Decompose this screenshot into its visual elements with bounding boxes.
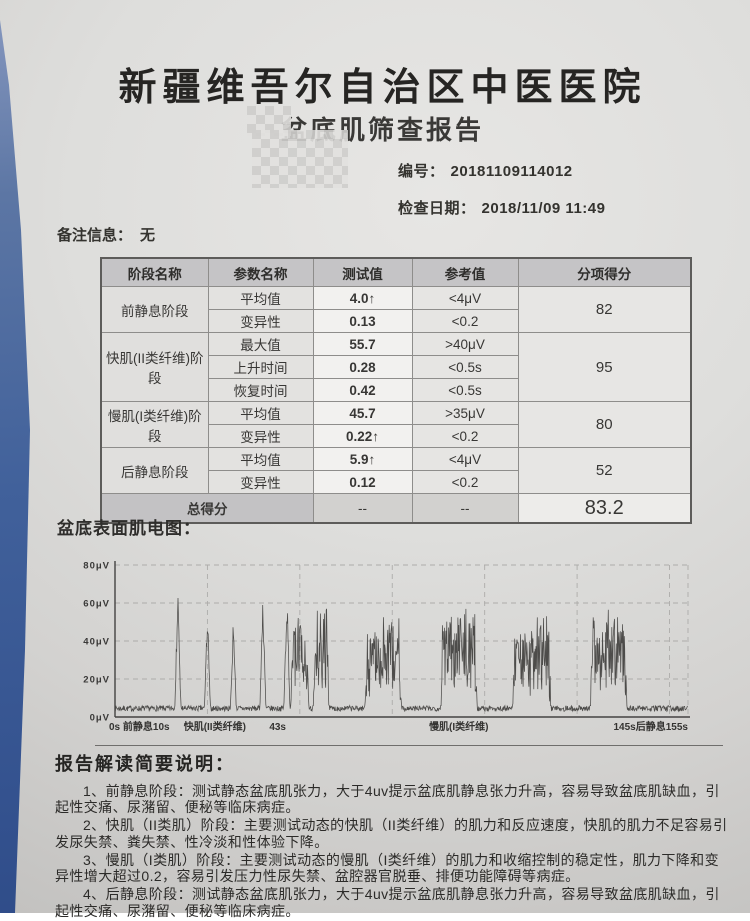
- y-tick-label: 40μV: [83, 637, 110, 648]
- param-name-cell: 平均值: [207, 401, 314, 425]
- table-header: 阶段名称 参数名称 测试值 参考值 分项得分: [100, 257, 692, 287]
- test-value-cell: 5.9↑: [312, 447, 413, 471]
- x-axis-label: 145s后静息155s: [614, 720, 689, 733]
- table-row: 变异性 0.12 <0.2: [101, 470, 691, 494]
- emg-waveform: [114, 597, 688, 713]
- table-header-cell: 测试值: [312, 257, 413, 287]
- notes-heading: 报告解读简要说明：: [55, 754, 235, 774]
- table-total-row: 总得分 -- -- 83.2: [100, 493, 692, 524]
- param-name-cell: 最大值: [207, 332, 314, 356]
- section-divider: [95, 745, 723, 746]
- report-number-line: 编号： 20181109114012: [398, 160, 573, 181]
- table-header-cell: 参数名称: [207, 257, 314, 287]
- stage-name-cell: 前静息阶段: [100, 286, 209, 333]
- table-header-cell: 阶段名称: [100, 257, 209, 287]
- table-header-cell: 分项得分: [517, 257, 692, 287]
- total-score-label: 总得分: [100, 493, 314, 524]
- x-axis-label: 0s 前静息10s: [109, 720, 170, 733]
- table-body: 前静息阶段 平均值 4.0↑ <4μV 82 变异性 0.13 <0.2 快肌(II类纤维)阶段…: [100, 286, 692, 524]
- exam-date-value: 2018/11/09 11:49: [481, 200, 606, 217]
- table-row: 慢肌(I类纤维)阶段 平均值 45.7 >35μV 80: [100, 401, 692, 448]
- param-name-cell: 变异性: [207, 424, 314, 448]
- table-row: 变异性 0.22↑ <0.2: [101, 424, 691, 448]
- y-tick-label: 60μV: [83, 599, 110, 610]
- reference-value-cell: >35μV: [411, 401, 519, 425]
- test-value-cell: 0.22↑: [312, 424, 413, 448]
- x-axis-label: 快肌(II类纤维): [183, 720, 246, 733]
- reference-value-cell: <4μV: [411, 447, 519, 471]
- y-tick-label: 20μV: [83, 675, 110, 686]
- test-value-cell: 0.12: [312, 470, 413, 494]
- table-header-cell: 参考值: [411, 257, 519, 287]
- remark-label: 备注信息：: [57, 227, 133, 244]
- emg-section-label: 盆底表面肌电图：: [57, 519, 201, 538]
- table-row: 后静息阶段 平均值 5.9↑ <4μV 52: [100, 447, 692, 494]
- reference-value-cell: <0.5s: [411, 355, 519, 379]
- notes-section: 报告解读简要说明： 1、前静息阶段：测试静态盆底肌张力，大于4uv提示盆底肌静息…: [55, 750, 728, 921]
- test-value-cell: 0.42: [312, 378, 413, 402]
- param-name-cell: 上升时间: [207, 355, 314, 379]
- remark-line: 备注信息： 无: [57, 224, 155, 245]
- notes-list: 1、前静息阶段：测试静态盆底肌张力，大于4uv提示盆底肌静息张力升高，容易导致盆…: [55, 783, 728, 919]
- total-ref-cell: --: [411, 493, 519, 524]
- stage-score-cell: 80: [517, 401, 692, 448]
- table-row: 恢复时间 0.42 <0.5s: [101, 378, 691, 402]
- hospital-name: 新疆维吾尔自治区中医医院: [118, 67, 647, 109]
- total-test-cell: --: [312, 493, 413, 524]
- reference-value-cell: <0.2: [411, 424, 519, 448]
- param-name-cell: 变异性: [207, 470, 314, 494]
- y-tick-label: 0μV: [90, 713, 110, 724]
- x-axis-label: 慢肌(I类纤维): [429, 720, 488, 733]
- stage-name-cell: 后静息阶段: [100, 447, 209, 494]
- note-paragraph: 4、后静息阶段：测试静态盆底肌张力，大于4uv提示盆底肌静息张力升高，容易导致盆…: [55, 886, 720, 919]
- report-number-value: 20181109114012: [450, 163, 573, 180]
- table-row: 快肌(II类纤维)阶段 最大值 55.7 >40μV 95: [100, 332, 692, 402]
- note-paragraph: 1、前静息阶段：测试静态盆底肌张力，大于4uv提示盆底肌静息张力升高，容易导致盆…: [55, 783, 720, 816]
- total-score-value: 83.2: [517, 493, 692, 524]
- stage-score-cell: 82: [517, 286, 692, 333]
- privacy-blur-patch: [252, 130, 348, 188]
- exam-date-label: 检查日期：: [398, 200, 476, 217]
- emg-chart: 0μV 20μV 40μV 60μV 80μV 0s 前静息10s 快肌(II类纤维) 43s…: [83, 561, 690, 733]
- table-row: 前静息阶段 平均值 4.0↑ <4μV 82: [100, 286, 692, 333]
- note-paragraph: 2、快肌（II类肌）阶段：主要测试动态的快肌（II类纤维）的肌力和反应速度，快肌…: [55, 817, 728, 850]
- stage-name-cell: 快肌(II类纤维)阶段: [100, 332, 209, 402]
- test-value-cell: 55.7: [312, 332, 413, 356]
- reference-value-cell: <4μV: [411, 286, 519, 310]
- stage-name-cell: 慢肌(I类纤维)阶段: [100, 401, 209, 448]
- param-name-cell: 变异性: [207, 309, 314, 333]
- exam-date-line: 检查日期： 2018/11/09 11:49: [398, 197, 605, 218]
- note-paragraph: 3、慢肌（I类肌）阶段：主要测试动态的慢肌（I类纤维）的肌力和收缩控制的稳定性，…: [55, 851, 719, 885]
- remark-value: 无: [140, 227, 156, 244]
- reference-value-cell: <0.5s: [411, 378, 519, 402]
- x-axis-label: 43s: [269, 722, 286, 733]
- table-header-row: 阶段名称 参数名称 测试值 参考值 分项得分: [100, 257, 692, 287]
- param-name-cell: 平均值: [207, 286, 314, 310]
- reference-value-cell: <0.2: [411, 309, 519, 333]
- param-name-cell: 平均值: [207, 447, 314, 471]
- test-value-cell: 45.7: [312, 401, 413, 425]
- stage-score-cell: 95: [517, 332, 692, 402]
- stage-score-cell: 52: [517, 447, 692, 494]
- test-value-cell: 0.28: [312, 355, 413, 379]
- reference-value-cell: >40μV: [411, 332, 519, 356]
- report-table: 阶段名称 参数名称 测试值 参考值 分项得分 前静息阶段 平均值 4.0↑ <4μV 82 变异性…: [100, 257, 692, 524]
- report-number-label: 编号：: [398, 163, 445, 180]
- report-title: 盆底肌筛查报告: [280, 115, 484, 145]
- table-row: 上升时间 0.28 <0.5s: [101, 355, 691, 379]
- table-row: 变异性 0.13 <0.2: [101, 309, 691, 333]
- y-tick-label: 80μV: [83, 561, 110, 572]
- param-name-cell: 恢复时间: [207, 378, 314, 402]
- test-value-cell: 0.13: [312, 309, 413, 333]
- reference-value-cell: <0.2: [411, 470, 519, 494]
- test-value-cell: 4.0↑: [312, 286, 413, 310]
